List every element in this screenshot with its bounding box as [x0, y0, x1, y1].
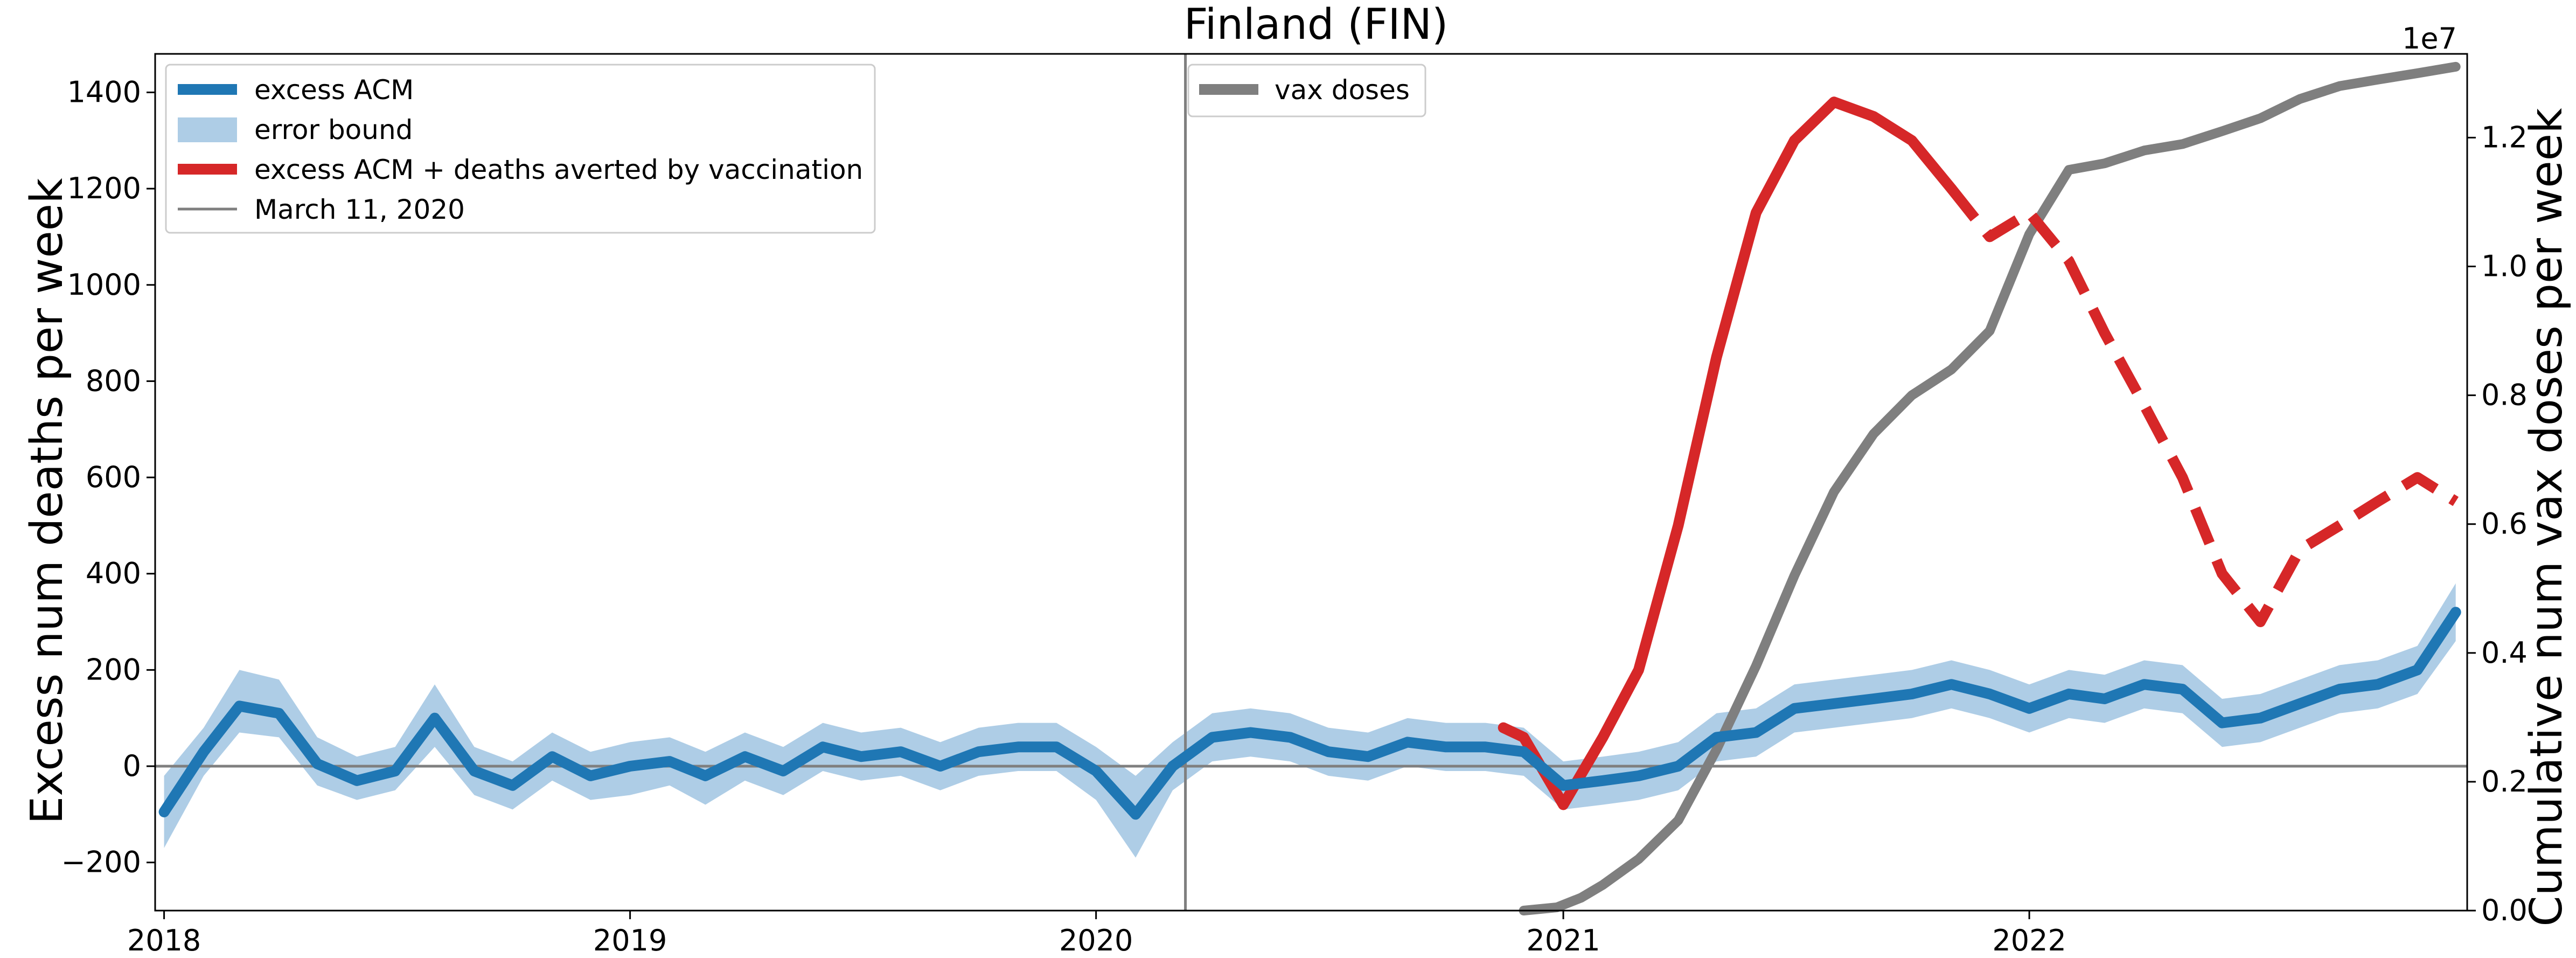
- legend-left-box: [165, 64, 876, 234]
- plot-frame: [154, 53, 2468, 912]
- y2-tick-label: 0.8: [2481, 378, 2528, 412]
- y-tick-label: 800: [86, 364, 141, 398]
- error-band: [164, 583, 2456, 858]
- legend-swatch-error-bound: [178, 117, 237, 142]
- plot-area: −200 0 200 400 600 800 1000 1200 1400 0.0 0.2 0.4 0.…: [61, 54, 2528, 957]
- y2-axis-label: Cumulative num vax doses per week: [2521, 108, 2572, 927]
- y-tick-label: −200: [61, 845, 141, 879]
- y-tick-label: 400: [86, 557, 141, 591]
- y-axis-label: Excess num deaths per week: [22, 178, 73, 824]
- y-tick-label: 1400: [67, 75, 141, 109]
- y2-tick-label: 0.0: [2481, 893, 2528, 927]
- x-tick-label: 2022: [1992, 924, 2066, 957]
- legend-right: vax doses: [1187, 64, 1426, 117]
- y-tick-label: 200: [86, 652, 141, 686]
- y2-tick-label: 0.4: [2481, 636, 2528, 670]
- y-tick-label: 600: [86, 460, 141, 494]
- y2-offset-text: 1e7: [2402, 22, 2457, 55]
- y-tick-label: 1200: [67, 171, 141, 205]
- legend-label-vax-doses: vax doses: [1275, 74, 1410, 106]
- legend-right-box: [1187, 64, 1426, 117]
- series-line-averted-solid: [1498, 96, 1957, 810]
- series-line-excess-acm: [158, 607, 2461, 820]
- x-tick-label: 2021: [1526, 924, 1600, 957]
- series-line-averted-dashed: [1947, 185, 2459, 627]
- legend-label-error-bound: error bound: [254, 114, 413, 145]
- y2-tick-label: 0.6: [2481, 507, 2528, 541]
- y-tick-label: 1000: [67, 268, 141, 302]
- x-tick-label: 2018: [127, 924, 201, 957]
- y2-tick-label: 1.2: [2481, 120, 2528, 154]
- x-tick-label: 2020: [1059, 924, 1133, 957]
- y2-tick-label: 0.2: [2481, 765, 2528, 799]
- x-tick-label: 2019: [593, 924, 667, 957]
- y2-tick-label: 1.0: [2481, 249, 2528, 283]
- y-tick-label: 0: [123, 749, 141, 783]
- legend-label-averted: excess ACM + deaths averted by vaccinati…: [254, 154, 863, 185]
- legend-label-march-11: March 11, 2020: [254, 194, 465, 225]
- chart-title: Finland (FIN): [1184, 1, 1449, 49]
- series-line-vax-doses: [1519, 61, 2461, 915]
- legend-left: excess ACM error bound excess ACM + deat…: [165, 64, 876, 234]
- legend-label-excess-acm: excess ACM: [254, 74, 414, 106]
